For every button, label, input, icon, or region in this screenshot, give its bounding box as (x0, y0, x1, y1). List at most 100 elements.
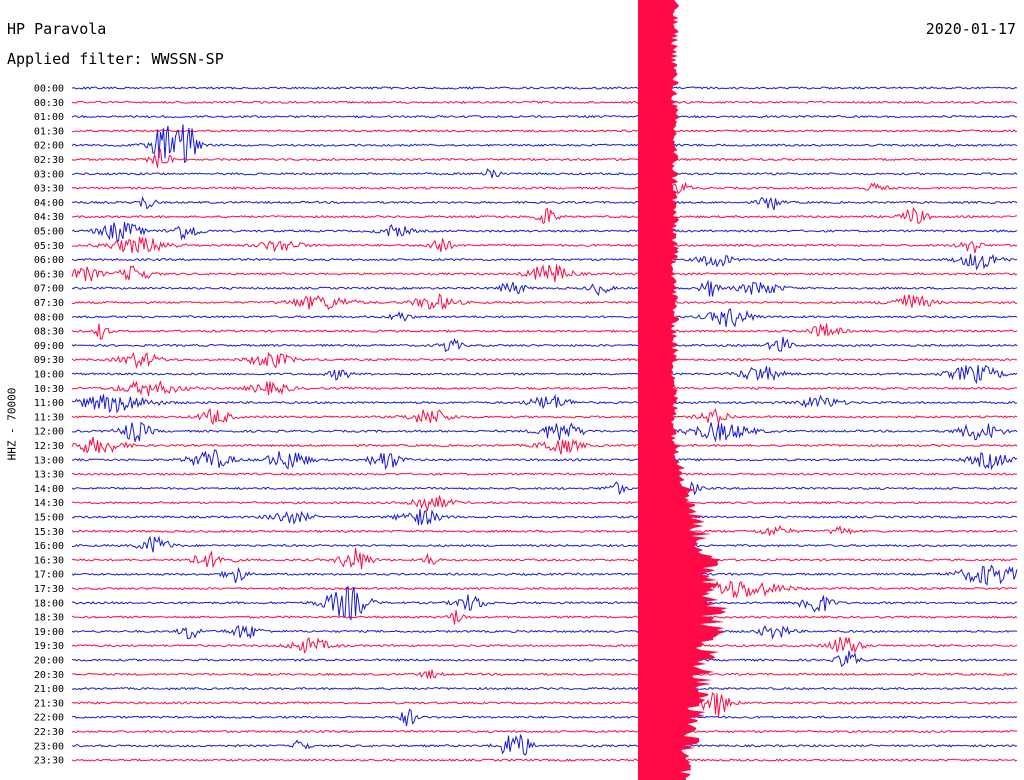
trace-line (72, 449, 1018, 471)
time-label: 05:30 (34, 241, 64, 252)
trace-line (72, 421, 1018, 443)
trace-line (71, 195, 1018, 211)
trace-line (71, 114, 1018, 119)
trace-line (71, 650, 1018, 667)
time-label: 20:00 (34, 656, 64, 667)
time-label: 07:30 (34, 298, 64, 309)
time-label: 14:00 (34, 484, 64, 495)
time-label: 18:00 (34, 598, 64, 609)
trace-line (71, 580, 1018, 599)
trace-line (71, 547, 1018, 570)
time-label: 16:30 (34, 555, 64, 566)
trace-line (71, 624, 1018, 640)
time-label: 11:00 (34, 398, 64, 409)
time-label: 19:00 (34, 627, 64, 638)
trace-line (71, 380, 1017, 396)
time-label: 09:00 (34, 341, 64, 352)
seismic-traces (71, 86, 1018, 766)
trace-line (71, 336, 1018, 353)
time-axis-labels: 00:00 00:30 01:00 01:30 02:00 02:30 03:00 03:30… (34, 84, 64, 767)
time-label: 08:00 (34, 312, 64, 323)
time-label: 22:30 (34, 727, 64, 738)
time-label: 15:00 (34, 513, 64, 524)
earthquake-band (638, 0, 661, 780)
trace-line (71, 181, 1018, 195)
trace-line (71, 129, 1018, 133)
time-label: 22:00 (34, 713, 64, 724)
time-label: 15:30 (34, 527, 64, 538)
trace-line (71, 524, 1018, 536)
time-label: 00:00 (34, 84, 64, 95)
time-label: 07:00 (34, 284, 64, 295)
trace-line (71, 124, 1018, 164)
time-label: 04:00 (34, 198, 64, 209)
time-label: 14:30 (34, 498, 64, 509)
trace-line (71, 669, 1018, 679)
time-label: 11:30 (34, 412, 64, 423)
time-label: 08:30 (34, 327, 64, 338)
time-label: 12:00 (34, 427, 64, 438)
time-label: 13:00 (34, 455, 64, 466)
trace-line (71, 393, 1018, 414)
time-label: 01:30 (34, 126, 64, 137)
station-name: HP Paravola (7, 20, 107, 38)
trace-line (71, 508, 1018, 526)
trace-line (71, 472, 1018, 476)
trace-line (71, 100, 1018, 105)
time-label: 20:30 (34, 670, 64, 681)
trace-line (71, 610, 1018, 625)
trace-line (71, 148, 1018, 168)
time-label: 13:30 (34, 470, 64, 481)
time-label: 03:30 (34, 184, 64, 195)
trace-line (71, 323, 1018, 340)
earthquake-coda (661, 0, 729, 780)
trace-line (71, 308, 1018, 328)
time-label: 09:30 (34, 355, 64, 366)
trace-line (71, 636, 1018, 654)
time-label: 10:30 (34, 384, 64, 395)
trace-line (71, 686, 1018, 691)
trace-line (71, 364, 1018, 385)
time-label: 23:30 (34, 756, 64, 767)
time-label: 02:30 (34, 155, 64, 166)
time-label: 19:30 (34, 641, 64, 652)
time-label: 16:00 (34, 541, 64, 552)
time-label: 01:00 (34, 112, 64, 123)
trace-line (71, 692, 1018, 718)
trace-line (71, 168, 1018, 179)
time-label: 06:00 (34, 255, 64, 266)
trace-line (71, 586, 1018, 621)
time-label: 12:30 (34, 441, 64, 452)
trace-line (72, 236, 1018, 254)
trace-line (71, 708, 1018, 727)
date-label: 2020-01-17 (925, 20, 1016, 38)
trace-line (71, 221, 1018, 242)
trace-line (71, 407, 1018, 426)
trace-line (71, 734, 1018, 756)
trace-line (71, 279, 1018, 297)
trace-line (71, 481, 1018, 496)
trace-line (71, 351, 1018, 370)
trace-line (71, 436, 1018, 455)
trace-line (71, 564, 1018, 586)
time-label: 05:00 (34, 227, 64, 238)
time-label: 21:30 (34, 698, 64, 709)
trace-line (71, 206, 1018, 224)
time-label: 10:00 (34, 370, 64, 381)
time-label: 02:00 (34, 141, 64, 152)
time-label: 23:00 (34, 741, 64, 752)
time-label: 18:30 (34, 613, 64, 624)
time-label: 17:30 (34, 584, 64, 595)
trace-line (71, 729, 1018, 734)
trace-line (71, 253, 1018, 271)
time-label: 00:30 (34, 98, 64, 109)
time-label: 03:00 (34, 169, 64, 180)
trace-line (71, 264, 1018, 283)
time-label: 17:00 (34, 570, 64, 581)
earthquake-signal (638, 0, 729, 780)
time-label: 21:00 (34, 684, 64, 695)
trace-line (71, 495, 1018, 511)
trace-line (71, 753, 1018, 766)
filter-label: Applied filter: WWSSN-SP (7, 50, 224, 68)
